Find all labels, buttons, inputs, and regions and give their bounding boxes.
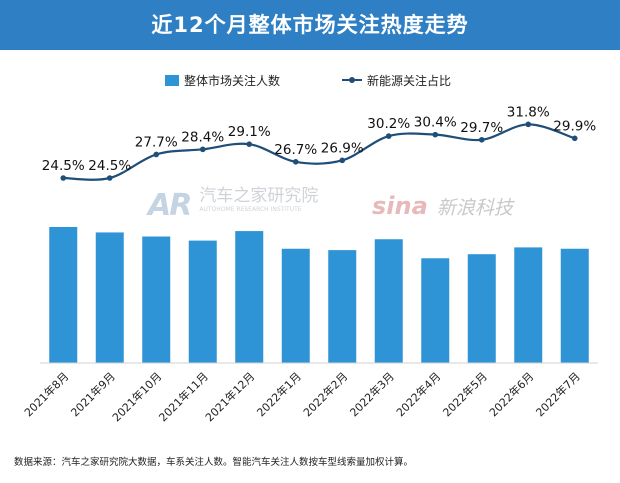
data-label: 26.7%	[274, 142, 317, 158]
bar	[188, 240, 217, 363]
sina-watermark: sina 新浪科技	[372, 192, 513, 220]
legend-line-label: 新能源关注占比	[367, 73, 451, 88]
line-point	[199, 146, 206, 153]
x-tick-label: 2021年12月	[202, 369, 257, 424]
x-tick-label: 2022年6月	[486, 369, 536, 419]
x-tick-label: 2022年1月	[254, 369, 304, 419]
bar	[560, 248, 589, 363]
series-line	[63, 123, 576, 181]
autohome-watermark: AR 汽车之家研究院 AUTOHOME RESEARCH INSTITUTE	[148, 186, 319, 224]
data-label: 30.2%	[367, 116, 410, 132]
bar	[142, 236, 171, 363]
bar	[235, 231, 264, 363]
x-tick-label: 2022年3月	[347, 369, 397, 419]
x-tick-label: 2022年2月	[300, 369, 350, 419]
data-label: 27.7%	[135, 134, 178, 150]
chart: 整体市场关注人数 新能源关注占比2021年8月2021年9月2021年10月202…	[21, 73, 598, 424]
bar	[95, 232, 124, 363]
data-label: 28.4%	[181, 129, 224, 145]
line-point	[106, 175, 113, 181]
title-bar	[0, 0, 620, 50]
line-point	[292, 159, 299, 165]
x-tick-label: 2022年5月	[440, 369, 490, 419]
data-label: 29.9%	[553, 118, 596, 134]
legend-bar-swatch	[165, 75, 179, 86]
autohome-subtitle: AUTOHOME RESEARCH INSTITUTE	[199, 206, 302, 213]
bar	[49, 227, 78, 363]
line-point	[525, 121, 532, 128]
line-point	[432, 131, 439, 138]
bar	[514, 247, 543, 363]
bar	[281, 248, 310, 363]
line-point	[385, 133, 392, 139]
data-label: 24.5%	[42, 158, 85, 174]
line-point	[60, 175, 67, 181]
legend-line-marker	[349, 77, 355, 83]
source-note: 数据来源：汽车之家研究院大数据，车系关注人数。智能汽车关注人数按车型线索量加权计…	[14, 457, 414, 468]
line-point	[571, 135, 578, 142]
data-label: 29.1%	[228, 124, 271, 140]
data-label: 29.7%	[460, 120, 503, 136]
x-tick-label: 2021年8月	[21, 369, 71, 419]
line-point	[246, 141, 253, 147]
sina-name: 新浪科技	[436, 197, 513, 219]
sina-logo: sina	[372, 192, 428, 220]
autohome-logo: AR	[148, 188, 192, 223]
bar	[374, 239, 403, 363]
bar	[467, 254, 496, 363]
page-title: 近12个月整体市场关注热度走势	[151, 13, 469, 37]
bar	[421, 258, 450, 363]
autohome-name: 汽车之家研究院	[199, 186, 319, 206]
line-point	[478, 136, 485, 143]
data-label: 31.8%	[507, 104, 550, 120]
x-tick-label: 2022年4月	[393, 369, 443, 419]
x-tick-label: 2021年9月	[68, 369, 118, 419]
data-label: 26.9%	[321, 140, 364, 156]
data-label: 30.4%	[414, 115, 457, 131]
line-point	[153, 151, 160, 158]
legend-bar-label: 整体市场关注人数	[184, 73, 280, 88]
line-point	[339, 157, 346, 164]
bar	[328, 250, 357, 363]
data-label: 24.5%	[88, 158, 131, 174]
x-tick-label: 2022年7月	[533, 369, 583, 419]
